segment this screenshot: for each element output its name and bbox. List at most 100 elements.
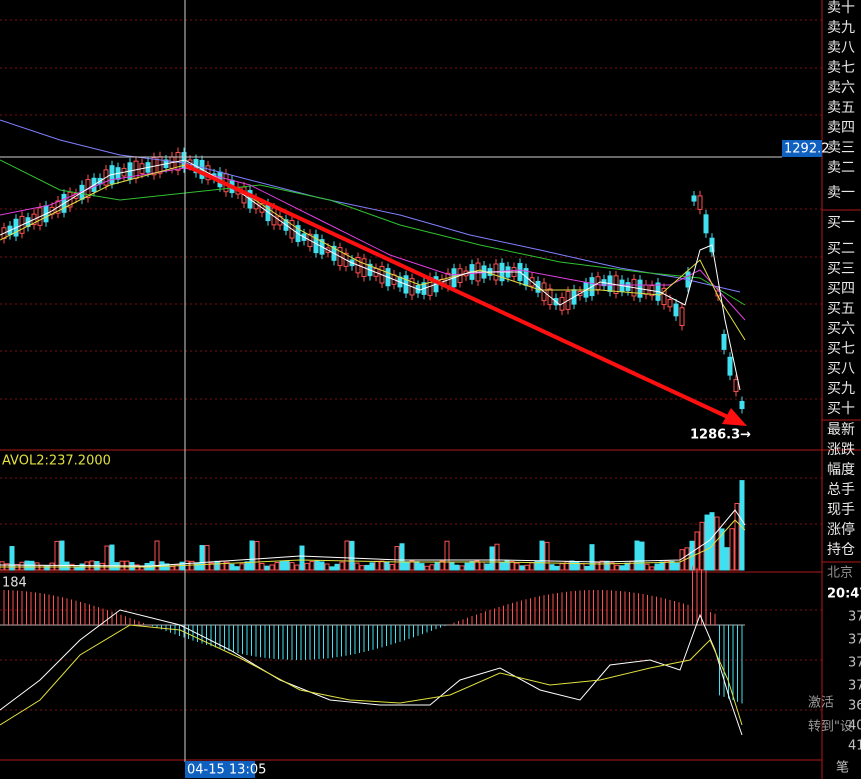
volume-bar bbox=[654, 563, 660, 571]
volume-bar bbox=[349, 540, 355, 571]
candle-body bbox=[691, 195, 697, 202]
sidebar: 卖十卖九卖八卖七卖六卖五卖四卖三卖二卖一买一买二买三买四买五买六买七买八买九买十… bbox=[827, 0, 861, 776]
buy-label: 买六 bbox=[827, 321, 855, 337]
volume-bar bbox=[614, 564, 620, 571]
crosshair-price: 1292.2 bbox=[784, 142, 830, 157]
volume-bar bbox=[409, 560, 415, 571]
sell-label: 卖四 bbox=[827, 120, 855, 136]
volume-bar bbox=[359, 565, 365, 571]
macd-bars bbox=[3, 566, 743, 704]
volume-bar bbox=[34, 562, 40, 571]
volume-bar bbox=[164, 563, 170, 571]
side-tick: 37 bbox=[848, 633, 861, 648]
volume-bar bbox=[509, 560, 515, 571]
volume-bar bbox=[299, 545, 305, 571]
volume-bar bbox=[254, 541, 260, 571]
volume-bar bbox=[204, 545, 210, 571]
candle-body bbox=[697, 195, 703, 210]
macd-lines bbox=[0, 609, 743, 736]
volume-label: AVOL2:237.2000 bbox=[2, 454, 111, 469]
volume-bar bbox=[479, 561, 485, 571]
volume-bar bbox=[589, 544, 595, 571]
volume-bar bbox=[259, 562, 265, 571]
volume-bar bbox=[224, 561, 230, 571]
volume-bar bbox=[399, 543, 405, 571]
volume-bar bbox=[539, 540, 545, 571]
sell-label: 卖六 bbox=[827, 80, 855, 96]
volume-bar bbox=[329, 566, 335, 571]
volume-bar bbox=[434, 561, 440, 571]
volume-bar bbox=[449, 562, 455, 571]
footer: 笔 bbox=[836, 760, 849, 776]
volume-bar bbox=[519, 565, 525, 571]
volume-bar bbox=[249, 540, 255, 571]
volume-bar bbox=[114, 562, 120, 571]
volume-bar bbox=[724, 547, 730, 571]
crosshair bbox=[0, 0, 782, 762]
volume-bar bbox=[674, 562, 680, 571]
buy-label: 买二 bbox=[827, 241, 855, 257]
volume-bar bbox=[639, 541, 645, 571]
candle-body bbox=[673, 303, 679, 317]
volume-bar bbox=[279, 560, 285, 571]
volume-bar bbox=[364, 564, 370, 571]
sell-label: 卖二 bbox=[827, 160, 855, 176]
volume-bar bbox=[454, 564, 460, 571]
volume-bar bbox=[334, 563, 340, 571]
volume-bar bbox=[284, 560, 290, 571]
volume-bar bbox=[574, 561, 580, 571]
volume-bar bbox=[39, 564, 45, 571]
volume-bar bbox=[309, 561, 315, 571]
volume-bar bbox=[64, 561, 70, 571]
volume-bar bbox=[659, 561, 665, 571]
macd-label: 184 bbox=[2, 576, 27, 591]
candle-body bbox=[721, 333, 727, 350]
volume-bar bbox=[709, 512, 715, 571]
volume-bar bbox=[524, 564, 530, 571]
quote-label: 现手 bbox=[827, 502, 855, 518]
buy-label: 买七 bbox=[827, 341, 855, 357]
sell-label: 卖三 bbox=[827, 140, 855, 156]
watermark-line2: 转到"设 bbox=[808, 720, 853, 735]
volume-bar bbox=[444, 540, 450, 571]
volume-bar bbox=[189, 560, 195, 571]
volume-bar bbox=[379, 560, 385, 571]
volume-bar bbox=[599, 560, 605, 571]
volume-bar bbox=[304, 562, 310, 571]
volume-bar bbox=[154, 540, 160, 571]
volume-bar bbox=[0, 561, 5, 571]
buy-label: 买四 bbox=[827, 281, 855, 297]
volume-bar bbox=[419, 563, 425, 571]
volume-bar bbox=[234, 566, 240, 571]
volume-bar bbox=[729, 528, 735, 571]
volume-bar bbox=[484, 563, 490, 571]
volume-bar bbox=[514, 562, 520, 571]
quote-label: 涨停 bbox=[827, 521, 855, 538]
volume-bar bbox=[664, 560, 670, 571]
watermark-line1: 激活 bbox=[808, 696, 834, 711]
volume-bar bbox=[494, 543, 500, 571]
volume-bar bbox=[604, 560, 610, 571]
volume-bar bbox=[239, 563, 245, 571]
trend-arrow bbox=[184, 163, 747, 426]
buy-label: 买五 bbox=[827, 301, 855, 317]
sell-label: 卖一 bbox=[827, 185, 855, 201]
volume-bar bbox=[324, 563, 330, 571]
volume-bar bbox=[44, 565, 50, 571]
grid bbox=[0, 19, 822, 711]
volume-bar bbox=[264, 565, 270, 571]
sell-label: 卖五 bbox=[827, 100, 855, 116]
candle-body bbox=[661, 287, 667, 306]
volume-bar bbox=[229, 563, 235, 571]
last-price-label: 1286.3→ bbox=[690, 428, 751, 443]
volume-bar bbox=[269, 564, 275, 571]
volume-bar bbox=[469, 560, 475, 571]
volume-bar bbox=[649, 566, 655, 571]
candle-body bbox=[739, 400, 745, 410]
time-box bbox=[185, 761, 255, 778]
side-tick: 37 bbox=[848, 679, 861, 694]
volume-bar bbox=[459, 565, 465, 571]
volume-bar bbox=[9, 546, 15, 571]
volume-bar bbox=[344, 540, 350, 571]
